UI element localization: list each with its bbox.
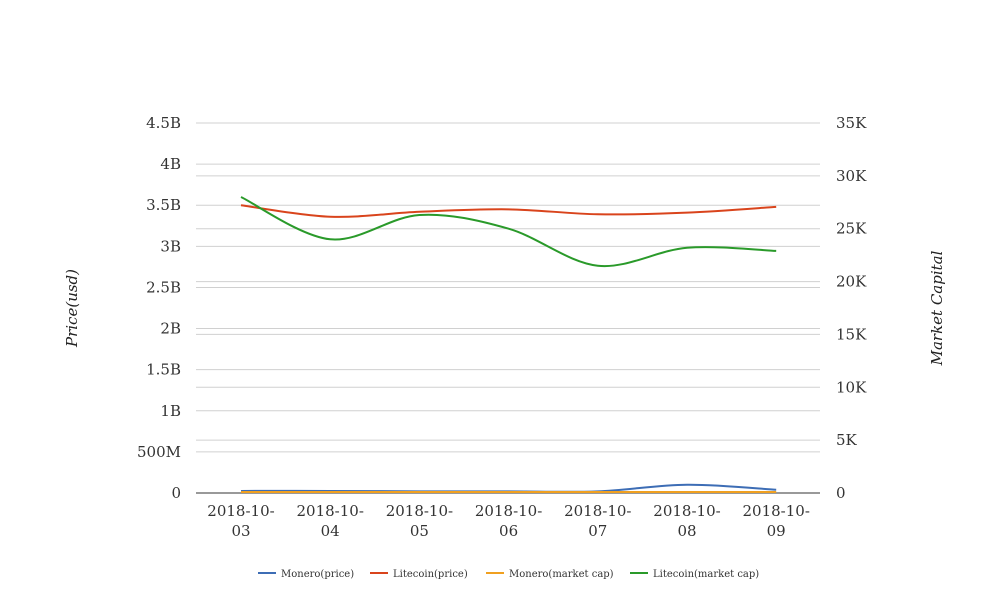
- left-tick-label: 4.5B: [146, 114, 181, 132]
- right-tick-label: 35K: [836, 114, 867, 132]
- right-tick-label: 30K: [836, 167, 867, 185]
- series-line-litecoin-price: [240, 204, 777, 218]
- left-tick-label: 500M: [137, 443, 181, 461]
- legend-label-litecoin-price: Litecoin(price): [393, 569, 468, 580]
- x-tick-label: 2018-10-07: [564, 502, 631, 540]
- x-tick-label: 2018-10-03: [207, 502, 274, 540]
- right-tick-label: 5K: [836, 431, 858, 449]
- right-tick-label: 10K: [836, 378, 867, 396]
- grid-lines: [196, 122, 820, 453]
- series-lines: [240, 196, 777, 493]
- right-tick-label: 15K: [836, 325, 867, 343]
- legend-label-monero-price: Monero(price): [281, 569, 354, 580]
- x-tick-label: 2018-10-04: [296, 502, 363, 540]
- right-axis-title: Market Capital: [928, 250, 946, 366]
- series-line-monero-price: [240, 483, 777, 493]
- legend: Monero(price) Litecoin(price) Monero(marke…: [258, 569, 759, 580]
- left-tick-label: 4B: [160, 155, 181, 173]
- left-tick-label: 1.5B: [146, 361, 181, 379]
- left-tick-label: 2.5B: [146, 278, 181, 296]
- right-tick-label: 0: [836, 484, 846, 502]
- left-tick-label: 2B: [160, 320, 181, 338]
- legend-label-monero-market-cap: Monero(market cap): [509, 569, 614, 580]
- series-line-litecoin-market-cap: [240, 196, 777, 268]
- legend-label-litecoin-market-cap: Litecoin(market cap): [653, 569, 759, 580]
- left-tick-label: 3B: [160, 237, 181, 255]
- left-tick-label: 3.5B: [146, 196, 181, 214]
- right-tick-label: 20K: [836, 273, 867, 291]
- left-axis-title: Price(usd): [63, 269, 81, 348]
- x-axis-ticks: 2018-10-03 2018-10-04 2018-10-05 2018-10-06…: [207, 502, 810, 540]
- x-tick-label: 2018-10-06: [475, 502, 542, 540]
- right-axis-ticks: 0 5K 10K 15K 20K 25K 30K 35K: [836, 114, 867, 502]
- x-tick-label: 2018-10-05: [386, 502, 453, 540]
- left-tick-label: 1B: [160, 402, 181, 420]
- left-tick-label: 0: [171, 484, 181, 502]
- x-tick-label: 2018-10-08: [653, 502, 720, 540]
- right-tick-label: 25K: [836, 220, 867, 238]
- x-tick-label: 2018-10-09: [742, 502, 809, 540]
- left-axis-ticks: 0 500M 1B 1.5B 2B 2.5B 3B 3.5B 4B 4.5B: [137, 114, 181, 502]
